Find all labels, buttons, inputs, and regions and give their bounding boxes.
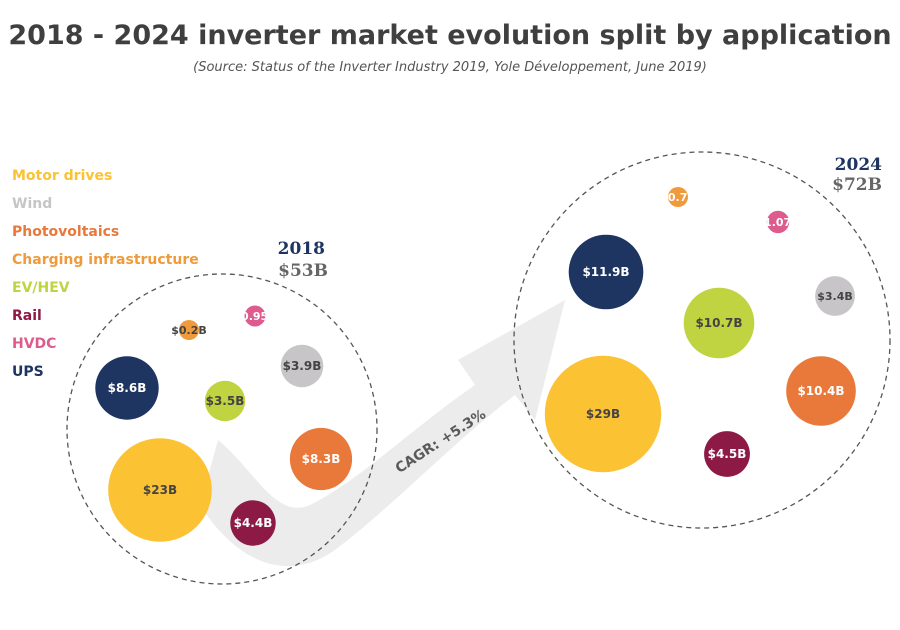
bubble-label-2018-wind: $3.9B [283,359,322,373]
total-label-2018: $53B [278,261,328,281]
legend-item-photovoltaics: Photovoltaics [12,224,120,240]
legend-item-motor-drives: Motor drives [12,168,113,184]
bubble-label-2024-photovoltaics: $10.4B [797,384,844,398]
bubble-label-2018-ups: $8.6B [108,381,147,395]
chart-subtitle: (Source: Status of the Inverter Industry… [193,60,707,75]
bubble-label-2018-hvdc: $0.95B [233,310,276,323]
year-label-2018: 2018 [278,239,325,259]
legend-item-rail: Rail [12,308,42,324]
bubble-label-2024-charging-infrastructure: $0.7B [660,191,696,204]
legend-item-ev-hev: EV/HEV [12,280,70,296]
bubble-label-2024-motor-drives: $29B [586,407,620,421]
bubble-2024-ev-hev [683,287,755,359]
total-label-2024: $72B [832,175,882,195]
bubble-label-2024-rail: $4.5B [708,447,747,461]
bubble-2024-motor-drives [544,355,662,473]
bubble-label-2018-photovoltaics: $8.3B [302,452,341,466]
legend-item-ups: UPS [12,364,44,380]
bubble-label-2018-ev-hev: $3.5B [206,394,245,408]
legend: Motor drives Wind Photovoltaics Charging… [12,166,199,390]
bubble-2018-hvdc [244,305,266,327]
bubble-label-2018-motor-drives: $23B [143,483,177,497]
group-ring-2024 [513,151,891,529]
bubble-label-2024-ups: $11.9B [582,265,629,279]
legend-item-charging-infrastructure: Charging infrastructure [12,252,199,268]
group-ring-2018 [66,273,378,585]
bubble-2024-charging-infrastructure [668,187,688,207]
legend-item-wind: Wind [12,196,53,212]
bubble-label-2024-wind: $3.4B [817,290,853,303]
bubble-2024-rail [704,431,750,477]
bubble-2018-ev-hev [204,380,246,422]
bubble-2018-charging-infrastructure [179,320,199,340]
year-label-2024: 2024 [835,155,882,175]
bubble-2024-ups [568,234,644,310]
chart-title: 2018 - 2024 inverter market evolution sp… [8,20,892,51]
bubble-label-2018-rail: $4.4B [234,516,273,530]
bubble-2018-photovoltaics [289,427,353,491]
bubble-2024-photovoltaics [786,356,856,426]
bubble-2024-hvdc [766,210,790,234]
bubble-2018-rail [230,500,276,546]
bubble-2018-ups [95,356,159,420]
bubble-2018-motor-drives [108,438,212,542]
cagr-arrow [200,300,565,567]
bubble-label-2024-hvdc: $1.07B [756,216,799,229]
bubble-label-2018-charging-infrastructure: $0.2B [171,324,207,337]
bubble-label-2024-ev-hev: $10.7B [695,316,742,330]
legend-item-hvdc: HVDC [12,336,57,352]
bubble-2018-wind [280,344,324,388]
bubble-2024-wind [815,276,855,316]
